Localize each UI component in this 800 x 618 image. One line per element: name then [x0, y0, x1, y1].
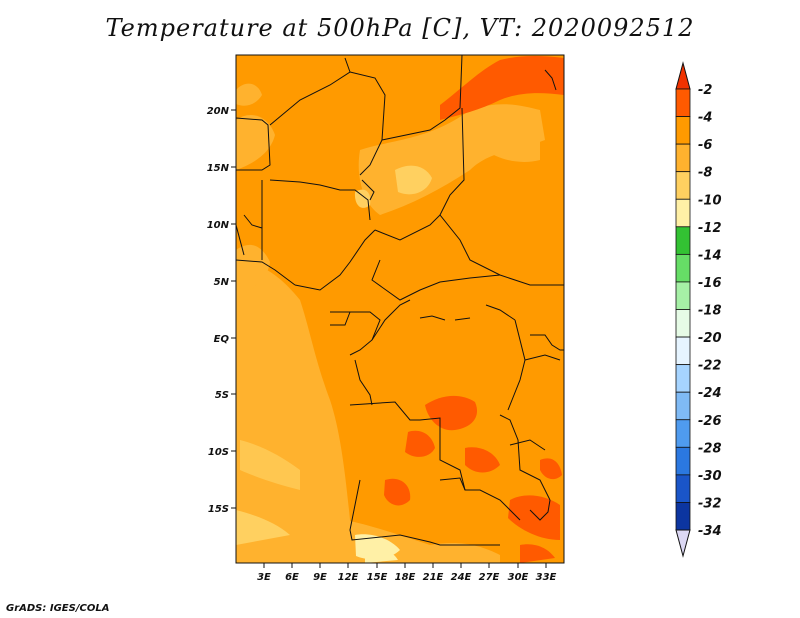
colorbar-label: -16 — [698, 276, 722, 291]
colorbar-label: -32 — [698, 496, 722, 511]
lon-ticks — [263, 563, 547, 568]
lon-label: 21E — [423, 572, 444, 583]
colorbar-label: -24 — [698, 386, 722, 401]
lon-label: 12E — [338, 572, 359, 583]
temperature-field — [236, 55, 564, 563]
colorbar-label: -8 — [698, 166, 712, 181]
colorbar-label: -34 — [698, 524, 722, 539]
colorbar-label: -22 — [698, 359, 722, 374]
lat-label: 20N — [207, 106, 230, 117]
lat-ticks — [231, 109, 236, 509]
colorbar-swatch — [675, 198, 691, 228]
chart-title: Temperature at 500hPa [C], VT: 202009251… — [105, 14, 695, 42]
colorbar-swatch — [675, 171, 691, 200]
lon-label: 18E — [395, 572, 416, 583]
colorbar-label: -14 — [698, 248, 722, 263]
lat-label: 10S — [208, 447, 229, 458]
colorbar-swatch — [675, 391, 691, 421]
grads-credit: GrADS: IGES/COLA — [6, 603, 110, 614]
colorbar-swatch — [675, 253, 691, 283]
lon-label: 33E — [536, 572, 557, 583]
colorbar-swatch — [675, 502, 691, 531]
colorbar-label: -30 — [698, 469, 722, 484]
colorbar-label: -26 — [698, 414, 722, 429]
lat-label: 15N — [207, 163, 230, 174]
lat-label: 10N — [207, 220, 230, 231]
lat-label: EQ — [214, 334, 230, 345]
map-frame — [235, 54, 565, 564]
colorbar: -2 -4 -6 -8 -10 -12 -14 -16 -18 -20 -22 -24 -26 -28 -3… — [675, 61, 722, 558]
colorbar-swatch — [675, 419, 691, 448]
colorbar-bottom-arrow — [675, 529, 691, 558]
colorbar-label: -12 — [698, 221, 722, 236]
lat-label: 15S — [208, 504, 229, 515]
colorbar-swatch — [675, 474, 691, 503]
lon-labels: 3E 6E 9E 12E 15E 18E 21E 24E 27E 30E 33E — [257, 572, 556, 583]
colorbar-label: -18 — [698, 304, 722, 319]
colorbar-label: -2 — [698, 83, 712, 98]
lat-label: 5N — [214, 277, 230, 288]
colorbar-swatch — [675, 309, 691, 338]
lon-label: 30E — [508, 572, 529, 583]
colorbar-label: -28 — [698, 441, 722, 456]
lat-label: 5S — [215, 390, 229, 401]
colorbar-swatch — [675, 336, 691, 366]
country-borders — [236, 55, 564, 546]
lon-label: 9E — [313, 572, 327, 583]
colorbar-swatch — [675, 226, 691, 255]
colorbar-label: -6 — [698, 138, 712, 153]
colorbar-label: -20 — [698, 331, 722, 346]
lon-label: 24E — [451, 572, 472, 583]
colorbar-swatch — [675, 446, 691, 476]
colorbar-swatch — [675, 116, 691, 145]
lon-label: 3E — [257, 572, 271, 583]
lon-label: 6E — [285, 572, 299, 583]
lat-labels: 20N 15N 10N 5N EQ 5S 10S 15S — [207, 106, 230, 515]
colorbar-swatch — [675, 281, 691, 310]
lon-label: 15E — [367, 572, 388, 583]
colorbar-swatch — [675, 364, 691, 393]
lon-label: 27E — [479, 572, 500, 583]
colorbar-label: -10 — [698, 193, 722, 208]
colorbar-swatch — [675, 143, 691, 173]
colorbar-top-arrow — [675, 61, 691, 90]
colorbar-label: -4 — [698, 111, 712, 126]
colorbar-swatch — [675, 88, 691, 117]
